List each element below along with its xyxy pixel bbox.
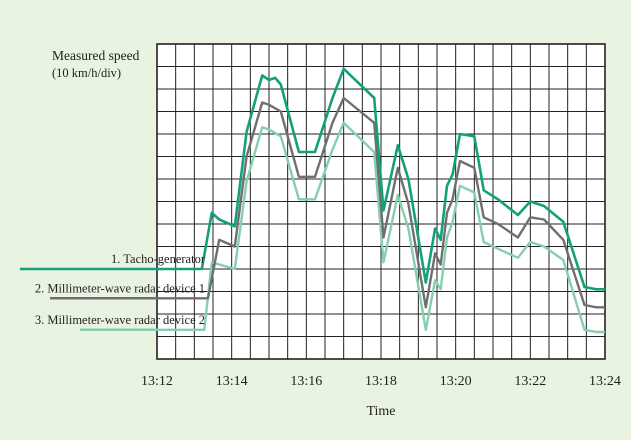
x-tick-label: 13:14 bbox=[216, 374, 248, 389]
x-axis-title: Time bbox=[366, 404, 395, 419]
legend-label-1: 1. Tacho-generator bbox=[111, 252, 206, 266]
x-tick-label: 13:16 bbox=[290, 374, 322, 389]
grid bbox=[157, 44, 605, 359]
y-axis-unit: (10 km/h/div) bbox=[52, 66, 121, 80]
x-tick-label: 13:18 bbox=[365, 374, 397, 389]
x-tick-label: 13:12 bbox=[141, 374, 173, 389]
legend-label-2: 2. Millimeter-wave radar device 1 bbox=[35, 281, 205, 295]
series-line-1 bbox=[157, 67, 605, 291]
series-line-3 bbox=[157, 121, 605, 334]
x-tick-labels: 13:12 13:14 13:16 13:18 13:20 13:22 13:24 bbox=[141, 374, 621, 389]
series-layer bbox=[157, 67, 605, 334]
x-tick-label: 13:20 bbox=[440, 374, 472, 389]
y-axis-title: Measured speed bbox=[52, 48, 140, 63]
legend: 1. Tacho-generator 2. Millimeter-wave rad… bbox=[20, 252, 206, 331]
x-tick-label: 13:24 bbox=[589, 374, 621, 389]
legend-label-3: 3. Millimeter-wave radar device 2 bbox=[35, 313, 205, 327]
x-tick-label: 13:22 bbox=[514, 374, 546, 389]
series-line-2 bbox=[157, 96, 605, 309]
